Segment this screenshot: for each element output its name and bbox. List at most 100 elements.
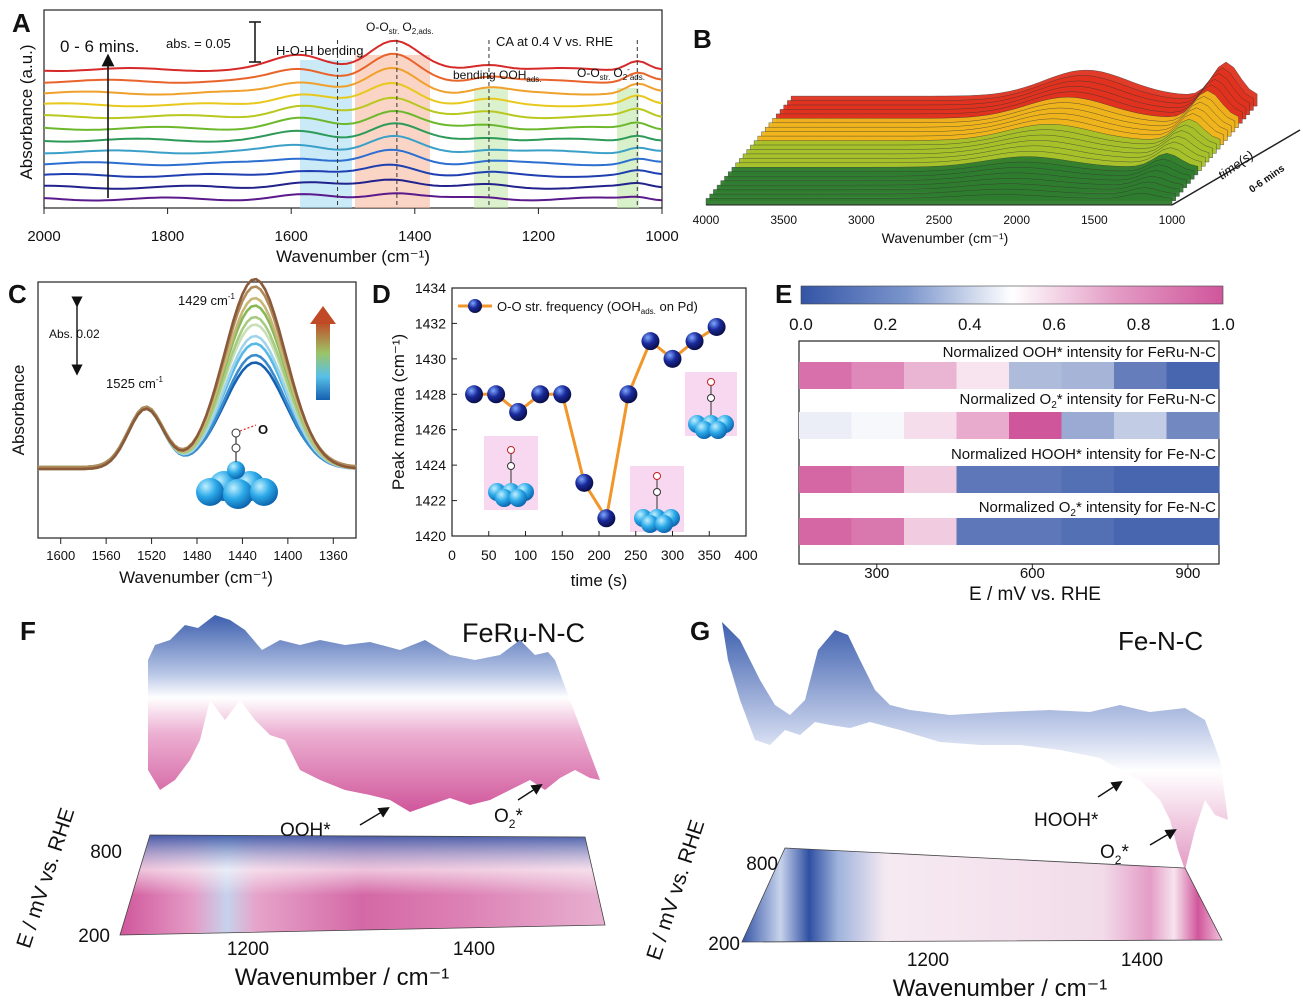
colorbar-tick-label: 0.8 <box>1127 315 1151 334</box>
spectrum-line-11 <box>43 52 663 84</box>
colorbar-tick-label: 0.2 <box>874 315 898 334</box>
panel-label-e: E <box>775 279 792 309</box>
panel-g-contour-map <box>741 847 1223 943</box>
panel-g-o2-arrow <box>1149 829 1177 846</box>
x-tick-label: 1480 <box>183 548 212 563</box>
panel-f-contour-map <box>119 834 606 936</box>
panel-g-title: Fe-N-C <box>1118 626 1203 656</box>
data-point-5 <box>553 385 572 404</box>
panel-c-spectra <box>38 277 357 471</box>
time-range-label: 0 - 6 mins. <box>60 37 139 56</box>
x-tick-label: 2000 <box>1003 213 1030 227</box>
panel-label-b: B <box>693 24 712 54</box>
heatmap-cell <box>799 362 852 389</box>
panel-c-x-axis-label: Wavenumber (cm⁻¹) <box>119 568 273 587</box>
panel-label-a: A <box>12 8 31 38</box>
x-tick-label: 1200 <box>907 950 949 971</box>
panel-f-ooh-label: OOH* <box>280 820 331 841</box>
panel-f-y-axis-label: E / mV vs. RHE <box>12 805 79 951</box>
data-point-1 <box>465 385 484 404</box>
scale-label: abs. = 0.05 <box>166 36 231 51</box>
heatmap-cell <box>956 412 1010 439</box>
y-tick-label: 1426 <box>415 422 446 438</box>
heatmap-cell <box>1009 518 1062 545</box>
oxygen-atom <box>653 488 661 496</box>
heatmap-cell <box>1166 518 1220 545</box>
panel-d-legend: O-O str. frequency (OOHads. on Pd) <box>458 299 698 316</box>
x-tick-label: 1000 <box>1159 213 1186 227</box>
spectrum-line-8 <box>43 96 663 120</box>
x-tick-label: 1520 <box>137 548 166 563</box>
spectrum-line-6 <box>43 122 663 143</box>
heatmap-cell <box>851 466 905 493</box>
x-tick-label: 1560 <box>92 548 121 563</box>
pd-atom <box>641 515 659 533</box>
x-tick-label: 4000 <box>693 213 720 227</box>
heatmap-cell <box>851 412 905 439</box>
panel-a: A 0 - 6 mins. abs. = 0.05 H-O-H bending … <box>12 8 679 266</box>
x-tick-label: 1500 <box>1081 213 1108 227</box>
panel-d-x-axis-label: time (s) <box>571 571 628 590</box>
panel-c-x-ticks: 1600 1560 1520 1480 1440 1400 1360 <box>46 538 348 563</box>
panel-c-color-arrow-head <box>310 306 336 324</box>
band-ooh-label: bending OOHads. <box>453 68 542 84</box>
pd-atom <box>495 489 513 507</box>
panel-g-x-axis-label: Wavenumber / cm⁻¹ <box>893 975 1108 1001</box>
panel-label-d: D <box>372 279 391 309</box>
y-tick-label: 200 <box>708 934 740 955</box>
spectrum-line-10 <box>43 66 663 96</box>
heatmap-cell <box>1009 466 1062 493</box>
band-ooh-shade <box>474 88 508 208</box>
y-tick-label: 800 <box>746 854 778 875</box>
x-tick-label: 250 <box>624 547 648 563</box>
x-tick-label: 100 <box>514 547 538 563</box>
x-tick-label: 900 <box>1175 565 1200 582</box>
panel-a-spectra <box>43 39 663 202</box>
spectrum-line-10 <box>38 277 357 471</box>
heatmap-cell <box>1166 412 1220 439</box>
y-tick-label: 1422 <box>415 493 446 509</box>
heatmap-row-label: Normalized OOH* intensity for FeRu-N-C <box>943 344 1217 361</box>
heatmap-cell <box>851 518 905 545</box>
waterfall-trace-1 <box>705 193 1173 206</box>
y-tick-label: 800 <box>90 842 122 863</box>
panel-b-time-label: time(s) <box>1215 147 1256 182</box>
x-tick-label: 600 <box>1020 565 1045 582</box>
panel-e-frame <box>798 340 1220 565</box>
x-tick-label: 1360 <box>319 548 348 563</box>
spectrum-line-2 <box>38 353 357 471</box>
panel-c-scale-label: Abs. 0.02 <box>49 327 100 341</box>
molecule-icon-1 <box>488 446 534 507</box>
panel-f: F FeRu-N-C 1200 1400 800 200 Wavenumber / c… <box>12 615 606 991</box>
data-point-2 <box>487 385 506 404</box>
panel-g: G Fe-N-C 1200 1400 800 200 Wavenumber / cm⁻… <box>642 616 1228 1001</box>
heatmap-cell <box>956 362 1010 389</box>
data-point-11 <box>685 332 704 351</box>
heatmap-row-label: Normalized O2* intensity for Fe-N-C <box>979 499 1216 519</box>
molecule-icon-3 <box>688 378 734 439</box>
x-tick-label: 1440 <box>228 548 257 563</box>
panel-g-ticks: 1200 1400 800 200 <box>708 854 1163 971</box>
panel-a-x-axis-label: Wavenumber (cm⁻¹) <box>276 247 430 266</box>
panel-label-c: C <box>8 279 27 309</box>
spectrum-line-1 <box>38 361 357 469</box>
panel-f-title: FeRu-N-C <box>462 618 585 648</box>
spectrum-line-7 <box>43 109 663 131</box>
x-tick-label: 1800 <box>151 228 184 245</box>
panel-c-molecule-icon: O <box>196 422 278 509</box>
panel-a-dashed-lines <box>337 40 638 208</box>
heatmap-cell <box>1061 412 1115 439</box>
panel-d-molecule-icons <box>488 378 734 533</box>
heatmap-cell <box>799 412 852 439</box>
oxygen-atom <box>507 446 515 454</box>
panel-b-time-range: 0-6 mins <box>1247 163 1287 196</box>
panel-g-hooh-label: HOOH* <box>1034 810 1099 831</box>
spectrum-line-5 <box>43 134 663 155</box>
x-tick-label: 1200 <box>522 228 555 245</box>
heatmap-cell <box>904 362 957 389</box>
panel-d-legend-label: O-O str. frequency (OOHads. on Pd) <box>497 299 698 316</box>
heatmap-cell <box>1061 466 1115 493</box>
panel-c-color-arrow <box>316 322 330 400</box>
x-tick-label: 200 <box>587 547 611 563</box>
x-tick-label: 1400 <box>398 228 431 245</box>
